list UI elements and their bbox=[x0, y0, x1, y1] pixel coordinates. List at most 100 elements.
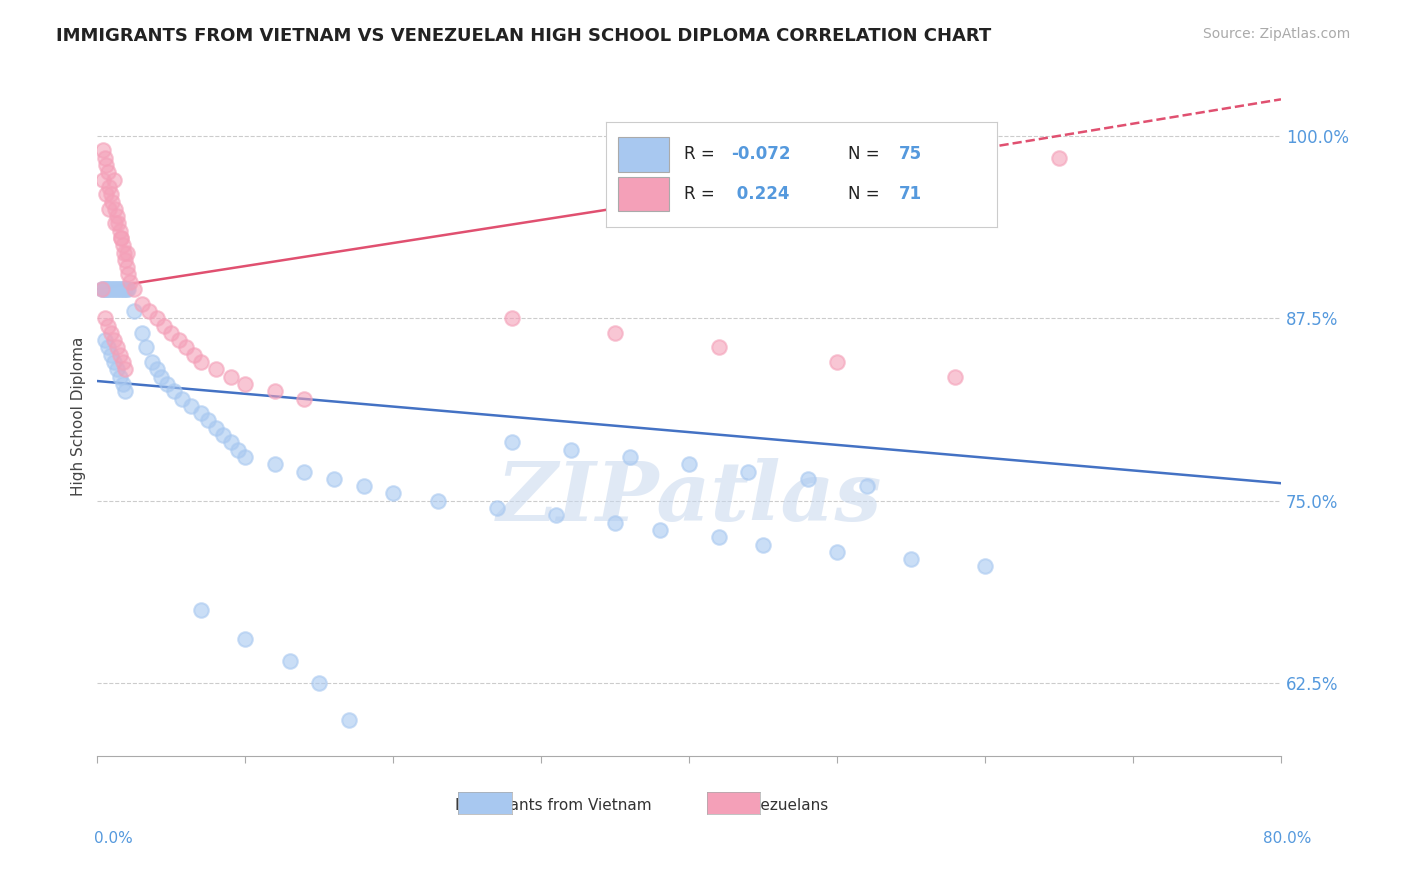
Point bbox=[796, 472, 818, 486]
Point bbox=[117, 282, 139, 296]
Point bbox=[98, 180, 121, 194]
Point bbox=[97, 165, 120, 179]
Point bbox=[91, 172, 114, 186]
Point bbox=[114, 252, 136, 267]
Text: Venezuelans: Venezuelans bbox=[734, 797, 830, 813]
Point bbox=[115, 282, 138, 296]
Point bbox=[294, 392, 316, 406]
Point bbox=[101, 194, 124, 209]
Point bbox=[97, 282, 120, 296]
Point bbox=[264, 457, 287, 471]
Point bbox=[183, 348, 205, 362]
Point bbox=[108, 224, 131, 238]
Point bbox=[233, 376, 256, 391]
Point bbox=[104, 202, 127, 216]
Point bbox=[174, 341, 197, 355]
Point bbox=[707, 341, 730, 355]
Point bbox=[90, 282, 112, 296]
Point bbox=[97, 341, 120, 355]
Point bbox=[678, 457, 700, 471]
Point bbox=[98, 282, 121, 296]
Point bbox=[323, 472, 346, 486]
Point bbox=[855, 479, 877, 493]
Point bbox=[501, 311, 523, 326]
Point bbox=[170, 392, 193, 406]
Point bbox=[226, 442, 249, 457]
Point bbox=[160, 326, 183, 340]
Point bbox=[97, 318, 120, 333]
Point bbox=[605, 516, 627, 530]
Point bbox=[485, 501, 508, 516]
Point bbox=[104, 216, 127, 230]
Point bbox=[212, 428, 235, 442]
Point bbox=[91, 282, 114, 296]
Point bbox=[94, 311, 117, 326]
Point bbox=[974, 559, 997, 574]
Point bbox=[945, 369, 967, 384]
Point bbox=[1047, 151, 1070, 165]
Point bbox=[707, 530, 730, 544]
Point bbox=[167, 333, 190, 347]
Point bbox=[100, 187, 122, 202]
Point bbox=[110, 231, 132, 245]
Point bbox=[145, 311, 167, 326]
Point bbox=[163, 384, 186, 399]
Point bbox=[233, 632, 256, 647]
Point bbox=[204, 362, 226, 376]
Text: IMMIGRANTS FROM VIETNAM VS VENEZUELAN HIGH SCHOOL DIPLOMA CORRELATION CHART: IMMIGRANTS FROM VIETNAM VS VENEZUELAN HI… bbox=[56, 27, 991, 45]
Point bbox=[103, 333, 125, 347]
Point bbox=[900, 552, 922, 566]
Point bbox=[204, 421, 226, 435]
Point bbox=[153, 318, 176, 333]
Point bbox=[90, 282, 112, 296]
Point bbox=[114, 362, 136, 376]
Point bbox=[103, 172, 125, 186]
Y-axis label: High School Diploma: High School Diploma bbox=[72, 337, 86, 497]
Point bbox=[138, 304, 160, 318]
Point bbox=[149, 369, 172, 384]
Point bbox=[141, 355, 163, 369]
Point bbox=[107, 282, 129, 296]
Point bbox=[426, 493, 449, 508]
Point bbox=[752, 537, 775, 551]
Point bbox=[105, 209, 128, 223]
Point bbox=[115, 260, 138, 275]
Point bbox=[219, 435, 242, 450]
Point bbox=[135, 341, 157, 355]
Point bbox=[103, 355, 125, 369]
Point bbox=[96, 282, 118, 296]
Point bbox=[190, 406, 212, 420]
Point bbox=[560, 442, 582, 457]
Point bbox=[110, 282, 132, 296]
Point bbox=[145, 362, 167, 376]
Point bbox=[100, 348, 122, 362]
Point bbox=[105, 341, 128, 355]
Point bbox=[382, 486, 405, 500]
Point bbox=[825, 545, 848, 559]
Point bbox=[180, 399, 202, 413]
Point bbox=[337, 713, 360, 727]
Point bbox=[219, 369, 242, 384]
Point bbox=[156, 376, 179, 391]
Point bbox=[605, 326, 627, 340]
Text: 0.0%: 0.0% bbox=[94, 831, 134, 846]
Point bbox=[107, 216, 129, 230]
Point bbox=[112, 282, 135, 296]
Point bbox=[100, 326, 122, 340]
Point bbox=[233, 450, 256, 464]
Point bbox=[648, 523, 671, 537]
Point bbox=[131, 326, 153, 340]
Point bbox=[108, 369, 131, 384]
Point bbox=[190, 355, 212, 369]
Point bbox=[111, 355, 134, 369]
Point bbox=[103, 282, 125, 296]
Point bbox=[118, 275, 141, 289]
Point bbox=[294, 465, 316, 479]
Text: 80.0%: 80.0% bbox=[1264, 831, 1312, 846]
Point bbox=[110, 231, 132, 245]
Point bbox=[91, 144, 114, 158]
Point bbox=[278, 654, 301, 668]
Point bbox=[190, 603, 212, 617]
Point bbox=[108, 282, 131, 296]
Point bbox=[105, 282, 128, 296]
